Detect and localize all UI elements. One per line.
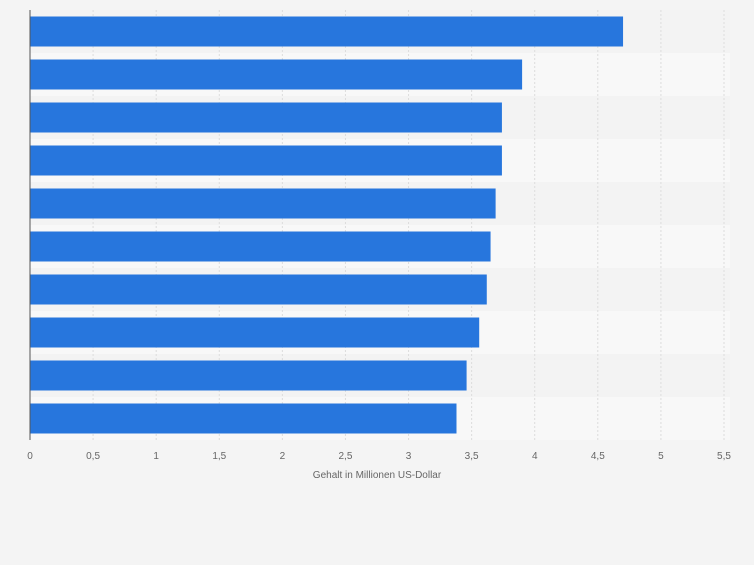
bar	[30, 188, 496, 219]
x-tick-label: 1,5	[212, 451, 226, 462]
x-tick-label: 2,5	[339, 451, 353, 462]
x-tick-labels: 0 0,5 1 1,5 2 2,5 3 3,5 4 4,5 5 5,5	[27, 451, 731, 462]
x-tick-label: 3,5	[465, 451, 479, 462]
x-tick-label: 4	[532, 451, 538, 462]
x-tick-label: 4,5	[591, 451, 605, 462]
bar	[30, 59, 523, 90]
bar	[30, 403, 457, 434]
x-tick-label: 2	[280, 451, 286, 462]
x-tick-label: 1	[153, 451, 159, 462]
x-tick-label: 0	[27, 451, 33, 462]
bar	[30, 16, 624, 47]
bar	[30, 102, 502, 133]
x-tick-label: 5	[658, 451, 664, 462]
bar	[30, 317, 480, 348]
bar	[30, 231, 491, 262]
bar	[30, 360, 467, 391]
bar	[30, 145, 502, 176]
bars	[30, 16, 624, 434]
bar	[30, 274, 487, 305]
x-tick-label: 0,5	[86, 451, 100, 462]
x-tick-label: 5,5	[717, 451, 731, 462]
x-tick-label: 3	[406, 451, 412, 462]
x-axis-label: Gehalt in Millionen US-Dollar	[313, 470, 442, 481]
